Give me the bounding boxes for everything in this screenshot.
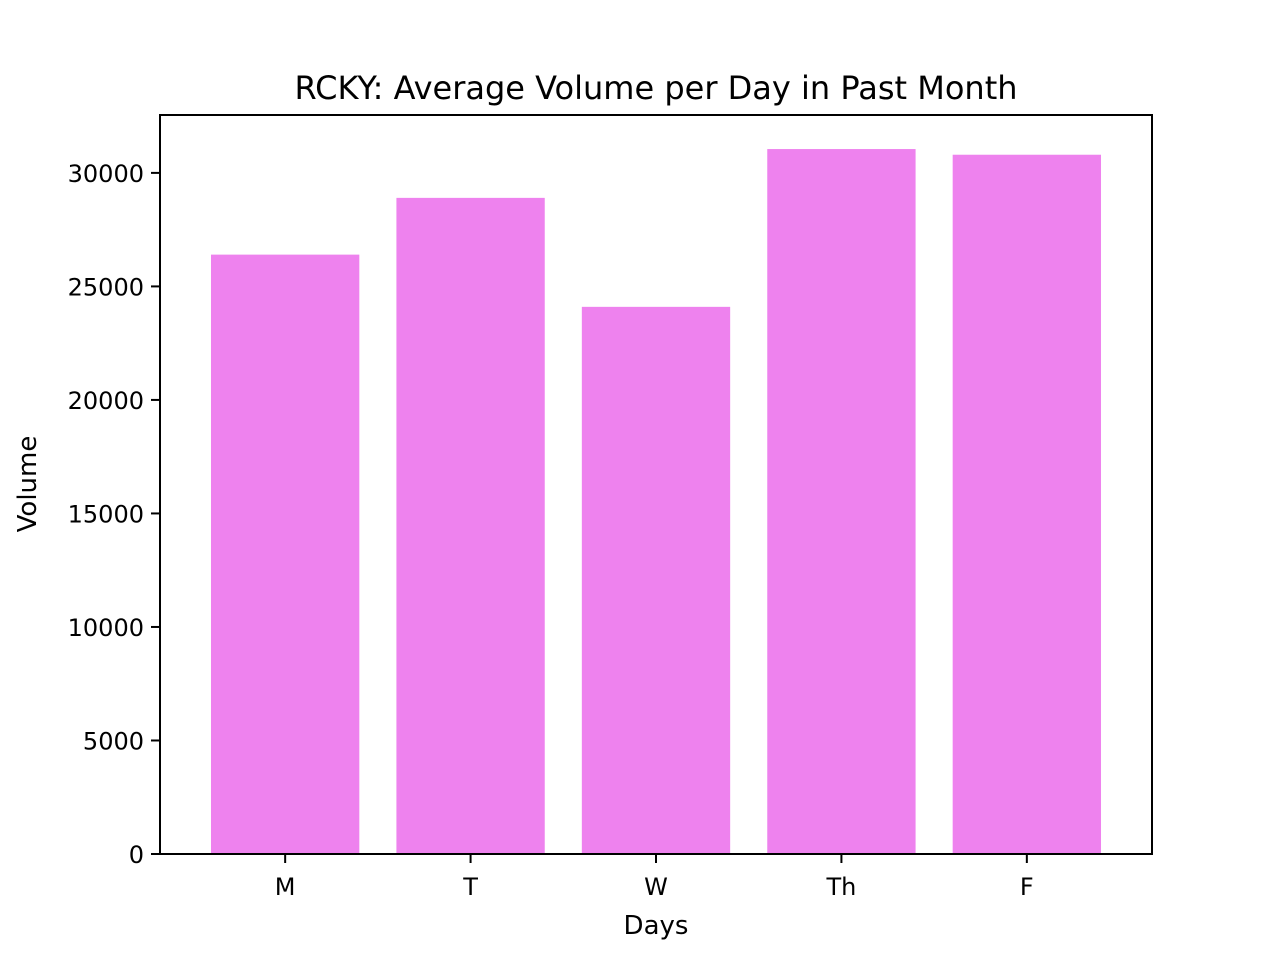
x-tick-label: M xyxy=(275,873,296,901)
plot-frame xyxy=(159,114,1153,855)
bars-group xyxy=(210,149,1102,855)
y-tick-label: 25000 xyxy=(68,273,144,301)
y-tick-label: 30000 xyxy=(68,160,144,188)
bar-m xyxy=(210,254,360,855)
x-axis-ticks: M T W Th F xyxy=(275,854,1034,901)
x-tick-label: Th xyxy=(825,873,856,901)
y-tick-label: 5000 xyxy=(83,727,144,755)
x-axis-label: Days xyxy=(624,911,689,941)
y-axis-ticks: 0 5000 10000 15000 20000 25000 30000 xyxy=(68,160,160,869)
chart-title: RCKY: Average Volume per Day in Past Mon… xyxy=(294,69,1017,107)
x-tick-label: F xyxy=(1020,873,1034,901)
y-axis-label: Volume xyxy=(13,436,43,533)
x-tick-label: W xyxy=(644,873,668,901)
x-tick-label: T xyxy=(462,873,478,901)
bar-f xyxy=(952,154,1102,854)
bar-th xyxy=(767,149,916,854)
bar-t xyxy=(396,197,545,854)
y-tick-label: 20000 xyxy=(68,387,144,415)
y-tick-label: 0 xyxy=(129,841,144,869)
bar-w xyxy=(581,306,731,854)
y-tick-label: 10000 xyxy=(68,614,144,642)
y-tick-label: 15000 xyxy=(68,500,144,528)
